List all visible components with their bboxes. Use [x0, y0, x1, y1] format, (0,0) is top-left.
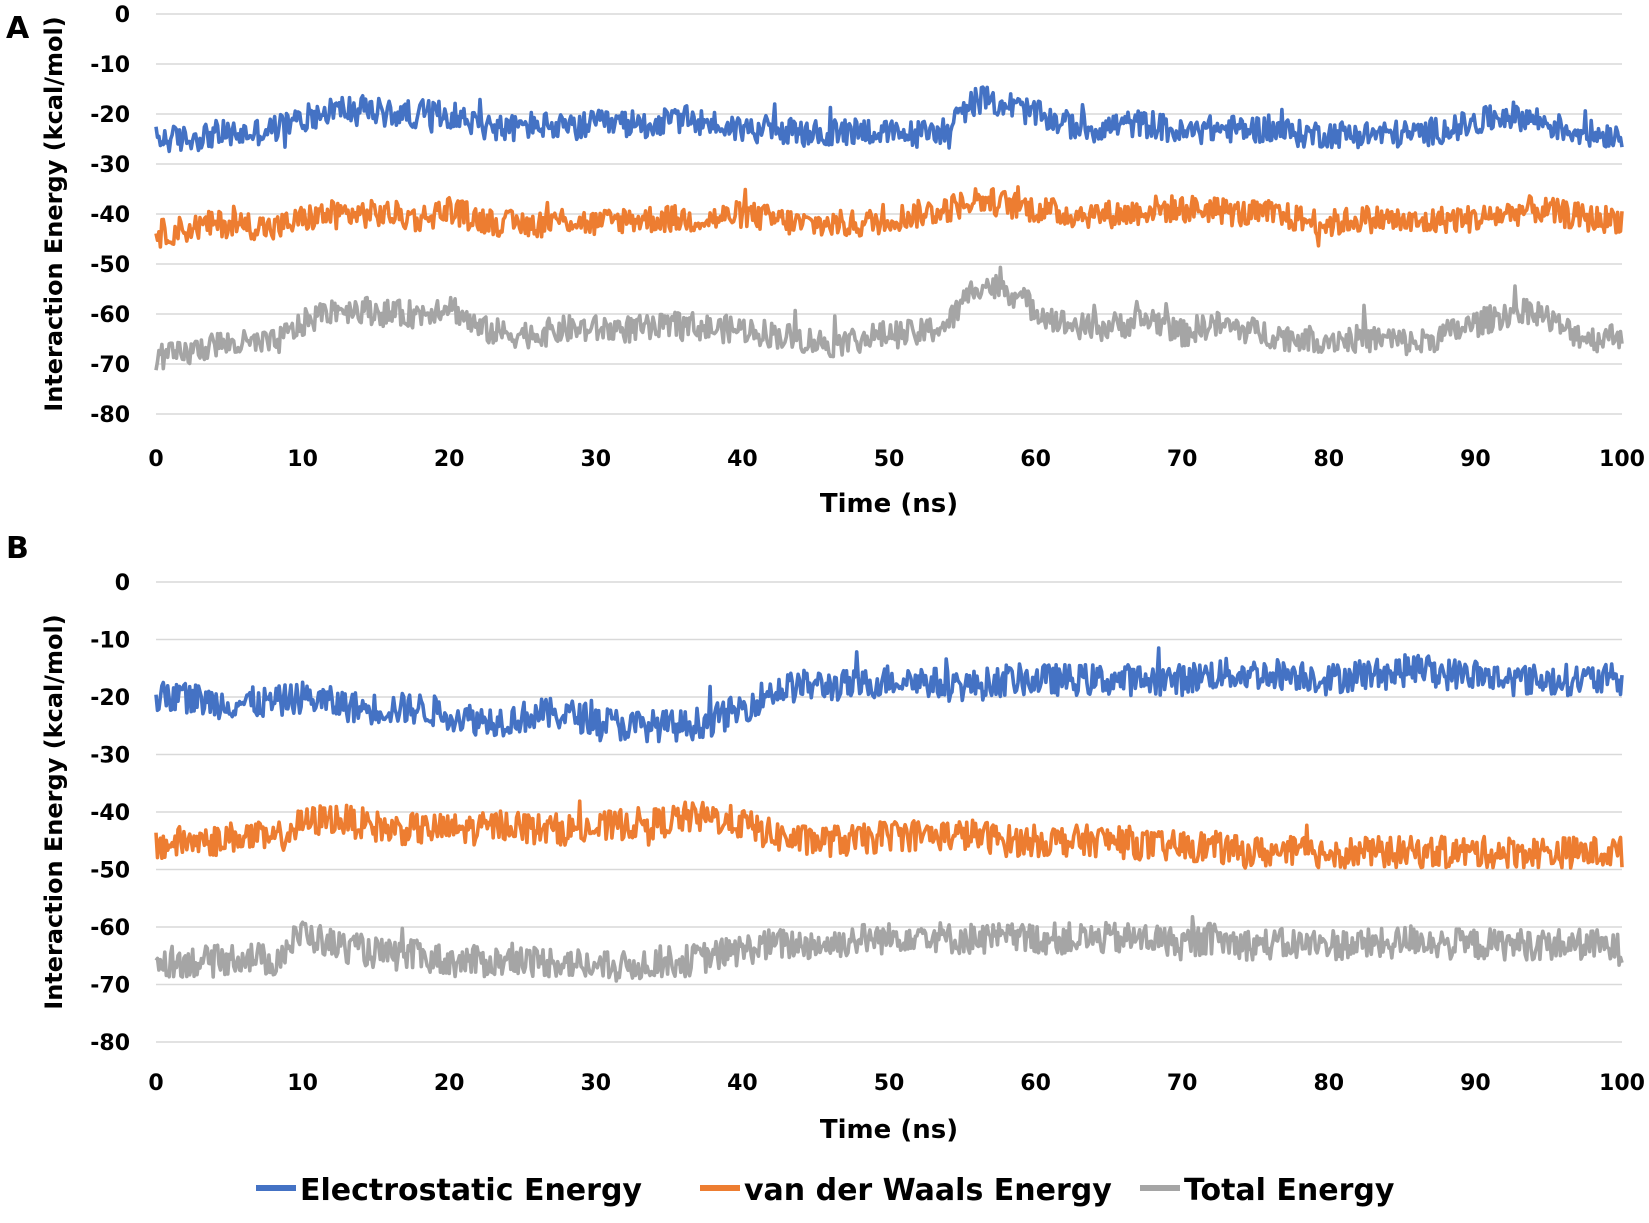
y-tick-label: -40	[90, 801, 130, 826]
y-axis-title: Interaction Energy (kcal/mol)	[40, 614, 68, 1009]
x-tick-label: 100	[1599, 1071, 1645, 1096]
legend: Electrostatic Energy van der Waals Energy…	[256, 1173, 1395, 1208]
panel-a: A 0 -10 -20 -30 -40 -50 -60 -70 -80 0 10 20 30 40 50 60 7…	[6, 3, 1645, 519]
panel-label: B	[6, 531, 29, 566]
x-tick-label: 10	[287, 447, 318, 472]
y-tick-label: -60	[90, 916, 130, 941]
y-tick-label: 0	[115, 571, 130, 596]
y-axis-title: Interaction Energy (kcal/mol)	[40, 16, 68, 411]
x-axis-title: Time (ns)	[820, 1115, 958, 1145]
y-tick-label: -10	[90, 629, 130, 654]
x-tick-label: 90	[1460, 1071, 1491, 1096]
x-tick-label: 40	[727, 447, 758, 472]
y-tick-label: -80	[90, 403, 130, 428]
x-tick-label: 80	[1313, 447, 1344, 472]
y-tick-label: -40	[90, 203, 130, 228]
series-line-electrostatic-energy	[154, 85, 1624, 154]
legend-item-van-der-waals-energy: van der Waals Energy	[700, 1173, 1112, 1208]
series-line-total-energy	[154, 265, 1624, 371]
y-tick-label: -20	[90, 103, 130, 128]
x-tick-label: 0	[148, 447, 163, 472]
x-tick-label: 70	[1167, 447, 1198, 472]
series-line-total-energy	[154, 915, 1624, 983]
series-line-electrostatic-energy	[154, 646, 1624, 744]
x-tick-label: 60	[1020, 447, 1051, 472]
y-tick-label: -30	[90, 153, 130, 178]
x-tick-label: 10	[287, 1071, 318, 1096]
y-tick-label: -10	[90, 53, 130, 78]
legend-item-electrostatic-energy: Electrostatic Energy	[256, 1173, 642, 1208]
x-tick-label: 30	[580, 447, 611, 472]
x-tick-label: 30	[580, 1071, 611, 1096]
y-tick-label: -20	[90, 686, 130, 711]
series-line-van-der-waals-energy	[154, 185, 1624, 249]
x-axis-title: Time (ns)	[820, 489, 958, 519]
x-tick-label: 90	[1460, 447, 1491, 472]
y-tick-label: -50	[90, 859, 130, 884]
x-tick-label: 20	[434, 447, 465, 472]
x-tick-label: 60	[1020, 1071, 1051, 1096]
x-tick-label: 20	[434, 1071, 465, 1096]
y-tick-label: 0	[115, 3, 130, 28]
x-tick-label: 80	[1313, 1071, 1344, 1096]
y-tick-label: -30	[90, 744, 130, 769]
x-tick-label: 100	[1599, 447, 1645, 472]
legend-label: van der Waals Energy	[744, 1173, 1112, 1208]
legend-item-total-energy: Total Energy	[1140, 1173, 1395, 1208]
y-tick-label: -80	[90, 1031, 130, 1056]
x-tick-label: 50	[874, 1071, 905, 1096]
x-tick-label: 0	[148, 1071, 163, 1096]
y-tick-label: -70	[90, 353, 130, 378]
panel-b: B 0 -10 -20 -30 -40 -50 -60 -70 -80 0 10 20 30 40 50 60 7…	[6, 531, 1645, 1145]
y-tick-label: -60	[90, 303, 130, 328]
x-tick-label: 40	[727, 1071, 758, 1096]
x-tick-label: 70	[1167, 1071, 1198, 1096]
x-tick-label: 50	[874, 447, 905, 472]
y-tick-label: -70	[90, 974, 130, 999]
series-line-van-der-waals-energy	[154, 799, 1624, 870]
y-tick-label: -50	[90, 253, 130, 278]
legend-label: Total Energy	[1184, 1173, 1395, 1208]
panel-label: A	[6, 11, 30, 46]
legend-label: Electrostatic Energy	[300, 1173, 642, 1208]
